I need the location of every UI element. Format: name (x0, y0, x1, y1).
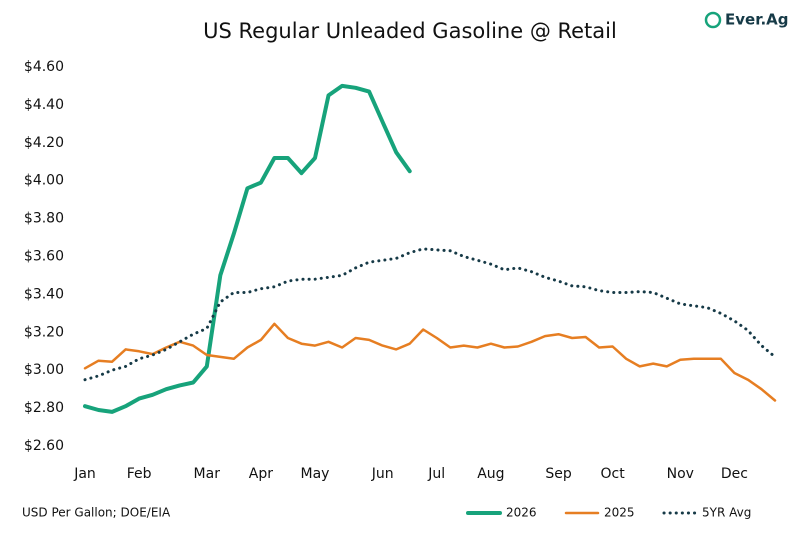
logo: Ever.Ag (704, 11, 789, 29)
x-tick-label: Jun (371, 466, 394, 482)
chart-title: US Regular Unleaded Gasoline @ Retail (203, 19, 617, 43)
x-tick-label: Aug (477, 466, 504, 482)
logo-icon (704, 11, 722, 29)
legend-label: 5YR Avg (702, 506, 751, 520)
source-note: USD Per Gallon; DOE/EIA (22, 506, 171, 520)
series-line (83, 322, 777, 402)
legend-label: 2026 (506, 506, 537, 520)
y-tick-label: $3.20 (24, 324, 64, 340)
series-line (83, 83, 412, 414)
y-tick-label: $3.00 (24, 362, 64, 378)
x-tick-label: Jul (427, 466, 445, 482)
y-tick-label: $4.20 (24, 135, 64, 151)
y-tick-label: $3.80 (24, 211, 64, 227)
y-tick-label: $2.80 (24, 400, 64, 416)
x-tick-label: Dec (721, 466, 748, 482)
x-tick-label: May (301, 466, 330, 482)
x-tick-label: Sep (545, 466, 572, 482)
logo-text: Ever.Ag (725, 11, 789, 29)
x-tick-label: Oct (601, 466, 626, 482)
y-tick-label: $4.40 (24, 97, 64, 113)
x-tick-label: Feb (127, 466, 152, 482)
y-tick-label: $3.60 (24, 249, 64, 265)
y-tick-label: $4.00 (24, 173, 64, 189)
y-tick-label: $4.60 (24, 59, 64, 75)
x-tick-label: Nov (667, 466, 694, 482)
x-tick-label: Mar (194, 466, 221, 482)
x-tick-label: Apr (249, 466, 273, 482)
y-tick-label: $3.40 (24, 286, 64, 302)
legend-label: 2025 (604, 506, 635, 520)
x-tick-label: Jan (73, 466, 96, 482)
y-tick-label: $2.60 (24, 438, 64, 454)
